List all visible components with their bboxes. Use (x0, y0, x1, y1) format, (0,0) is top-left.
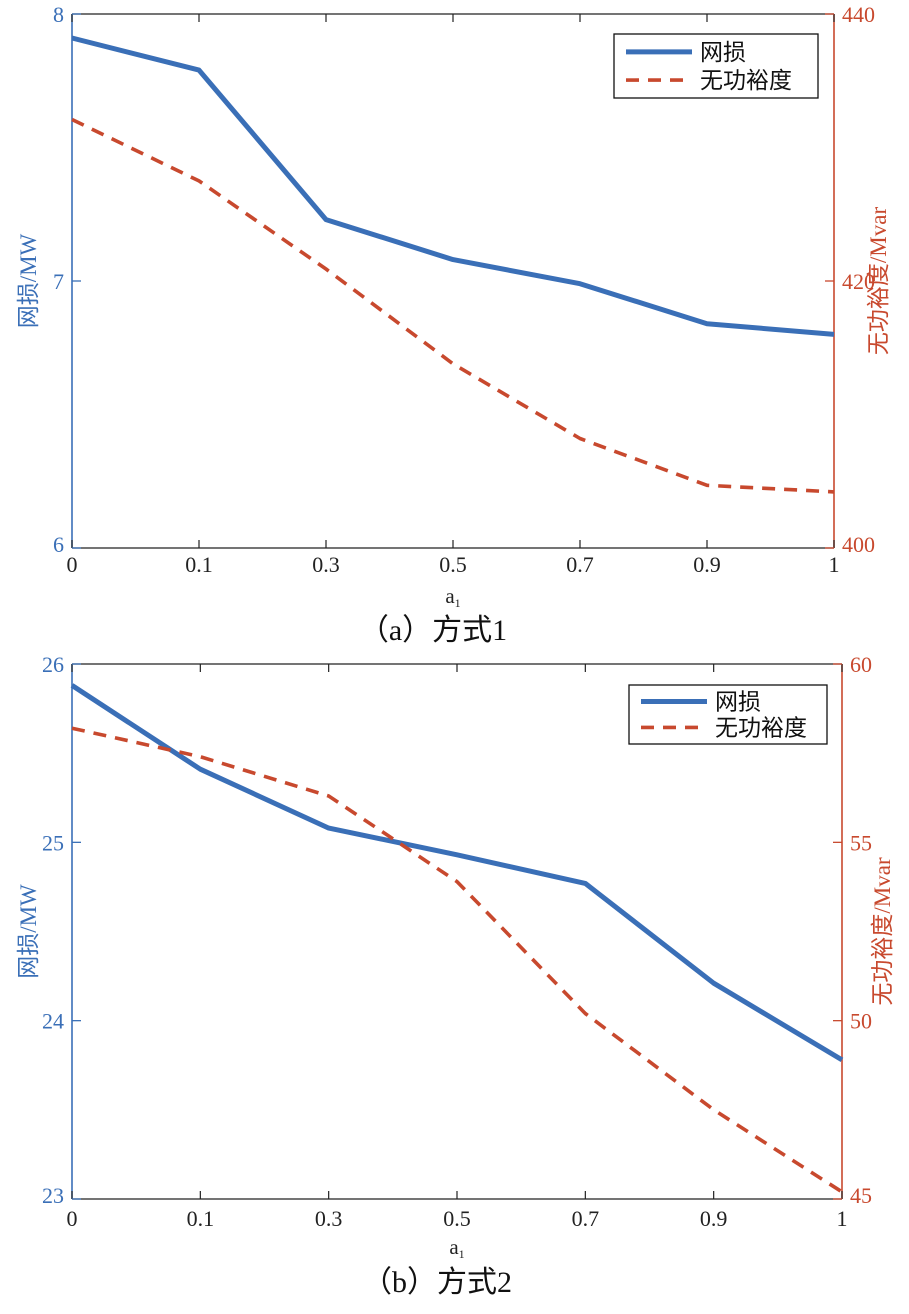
x-tick-label: 0 (67, 1206, 78, 1231)
left-y-tick-label: 6 (53, 532, 64, 557)
legend-label: 网损 (700, 40, 746, 65)
chart-caption: （a）方式1 (359, 614, 507, 647)
x-tick-label: 0.5 (439, 552, 467, 577)
x-tick-label: 0 (67, 552, 78, 577)
left-y-tick-label: 23 (42, 1183, 64, 1208)
right-y-tick-label: 45 (850, 1183, 872, 1208)
right-y-tick-label: 50 (850, 1009, 872, 1034)
x-tick-label: 1 (829, 552, 840, 577)
x-tick-label: 1 (837, 1206, 848, 1231)
x-axis-label: a1 (445, 584, 460, 610)
x-tick-label: 0.7 (566, 552, 594, 577)
legend-label: 网损 (715, 690, 761, 715)
left-y-axis-label: 网损/MW (16, 884, 41, 979)
x-tick-label: 0.7 (572, 1206, 600, 1231)
x-axis-label: a1 (449, 1235, 464, 1261)
chart-caption: （b）方式2 (362, 1266, 512, 1299)
right-y-tick-label: 400 (842, 532, 875, 557)
left-y-tick-label: 26 (42, 652, 64, 677)
x-tick-label: 0.5 (443, 1206, 471, 1231)
x-tick-label: 0.3 (312, 552, 340, 577)
right-y-axis-label: 无功裕度/Mvar (870, 857, 895, 1006)
x-tick-label: 0.1 (185, 552, 213, 577)
left-y-tick-label: 24 (42, 1009, 64, 1034)
chart-panel-b: 0 0.1 0.3 0.5 0.7 0.9 1 23 24 25 26 45 50 55 60 网损/MW 无功… (16, 652, 895, 1299)
left-y-tick-label: 8 (53, 2, 64, 27)
series-line-reactive-margin (72, 120, 834, 492)
right-y-tick-label: 440 (842, 2, 875, 27)
x-tick-label: 0.1 (187, 1206, 215, 1231)
left-y-axis-label: 网损/MW (16, 233, 41, 328)
left-y-tick-label: 25 (42, 830, 64, 855)
x-tick-label: 0.3 (315, 1206, 343, 1231)
legend-label: 无功裕度 (715, 715, 807, 740)
right-y-axis-label: 无功裕度/Mvar (866, 207, 891, 356)
legend-label: 无功裕度 (700, 68, 792, 93)
left-y-tick-label: 7 (53, 269, 64, 294)
right-y-tick-label: 60 (850, 652, 872, 677)
right-y-tick-label: 55 (850, 830, 872, 855)
x-tick-label: 0.9 (700, 1206, 728, 1231)
series-line-reactive-margin (72, 728, 842, 1192)
x-tick-label: 0.9 (693, 552, 721, 577)
